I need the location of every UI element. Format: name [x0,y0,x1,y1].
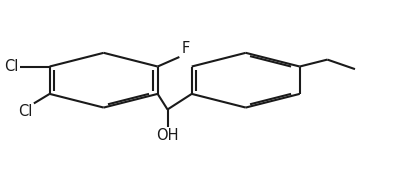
Text: F: F [181,41,189,56]
Text: Cl: Cl [4,59,18,74]
Text: OH: OH [156,128,179,143]
Text: Cl: Cl [18,104,33,119]
